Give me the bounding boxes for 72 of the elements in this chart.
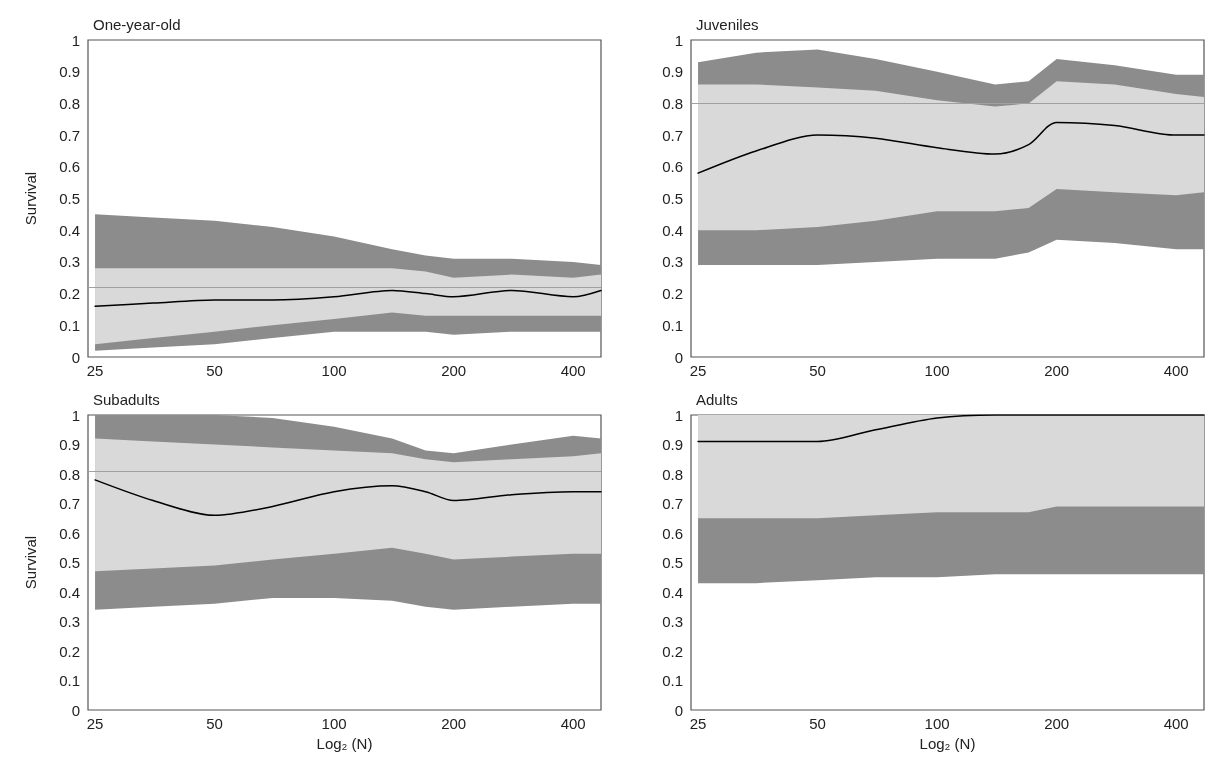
- y-tick-label: 0.1: [59, 672, 80, 689]
- y-tick-label: 0.2: [59, 285, 80, 303]
- y-tick-label: 0.2: [662, 642, 683, 660]
- y-tick-label: 0.6: [662, 524, 683, 542]
- y-tick-label: 0.5: [662, 554, 683, 571]
- y-tick-label: 0.6: [662, 158, 683, 176]
- chart-title: Juveniles: [696, 16, 759, 33]
- x-tick-label: 100: [321, 362, 347, 379]
- x-tick-label: 50: [206, 715, 223, 732]
- y-tick-label: 0.4: [59, 221, 80, 239]
- y-tick-label: 0.6: [59, 524, 80, 542]
- x-tick-label: 200: [441, 715, 467, 732]
- x-tick-label: 100: [924, 715, 950, 732]
- x-tick-label: 400: [560, 715, 586, 732]
- x-tick-label: 400: [1163, 362, 1189, 379]
- x-axis-title: Log₂ (N): [919, 735, 976, 752]
- chart-title: Subadults: [93, 391, 160, 408]
- y-tick-label: 0.3: [662, 253, 683, 271]
- y-tick-label: 0.3: [59, 253, 80, 271]
- x-tick-label: 100: [924, 362, 950, 379]
- y-tick-label: 0.3: [662, 613, 683, 630]
- y-tick-label: 0.7: [662, 495, 683, 512]
- y-tick-label: 0: [71, 701, 80, 719]
- y-axis-title: Survival: [22, 171, 39, 226]
- y-tick-label: 0: [71, 348, 80, 366]
- x-tick-label: 50: [206, 362, 223, 379]
- x-tick-label: 25: [86, 362, 104, 379]
- y-tick-label: 0.9: [662, 63, 683, 81]
- y-tick-label: 0.8: [662, 94, 683, 112]
- x-tick-label: 200: [1044, 715, 1070, 732]
- y-tick-label: 0.7: [59, 495, 80, 512]
- x-tick-label: 200: [1044, 362, 1070, 379]
- y-tick-label: 0.8: [59, 465, 80, 483]
- y-tick-label: 0.4: [662, 221, 683, 239]
- y-tick-label: 0.5: [662, 190, 683, 207]
- x-tick-label: 25: [689, 362, 707, 379]
- y-tick-label: 0.9: [662, 436, 683, 453]
- y-tick-label: 0.4: [662, 583, 683, 601]
- x-tick-label: 400: [560, 362, 586, 379]
- y-tick-label: 0.8: [662, 465, 683, 483]
- y-tick-label: 0.5: [59, 190, 80, 207]
- y-tick-label: 0.8: [59, 94, 80, 112]
- x-tick-label: 25: [86, 715, 104, 732]
- x-axis-title: Log₂ (N): [316, 735, 373, 752]
- y-tick-label: 0.2: [59, 642, 80, 660]
- y-tick-label: 0.4: [59, 583, 80, 601]
- y-tick-label: 0.5: [59, 554, 80, 571]
- y-tick-label: 0.1: [59, 316, 80, 334]
- y-tick-label: 0: [674, 701, 683, 719]
- y-tick-label: 0.1: [662, 672, 683, 689]
- x-tick-label: 50: [809, 362, 826, 379]
- x-tick-label: 50: [809, 715, 826, 732]
- y-tick-label: 0.9: [59, 436, 80, 453]
- x-tick-label: 200: [441, 362, 467, 379]
- x-tick-label: 400: [1163, 715, 1189, 732]
- y-axis-title: Survival: [22, 535, 39, 590]
- y-tick-label: 0.6: [59, 158, 80, 176]
- y-tick-label: 1: [674, 31, 683, 49]
- y-tick-label: 0.3: [59, 613, 80, 630]
- y-tick-label: 0.7: [59, 126, 80, 144]
- chart-title: Adults: [696, 391, 738, 408]
- chart-title: One-year-old: [93, 16, 181, 33]
- y-tick-label: 0.2: [662, 285, 683, 303]
- y-tick-label: 1: [71, 406, 80, 424]
- y-tick-label: 0.7: [662, 126, 683, 144]
- y-tick-label: 0.9: [59, 63, 80, 81]
- y-tick-label: 1: [71, 31, 80, 49]
- x-tick-label: 25: [689, 715, 707, 732]
- y-tick-label: 1: [674, 406, 683, 424]
- y-tick-label: 0: [674, 348, 683, 366]
- y-tick-label: 0.1: [662, 316, 683, 334]
- x-tick-label: 100: [321, 715, 347, 732]
